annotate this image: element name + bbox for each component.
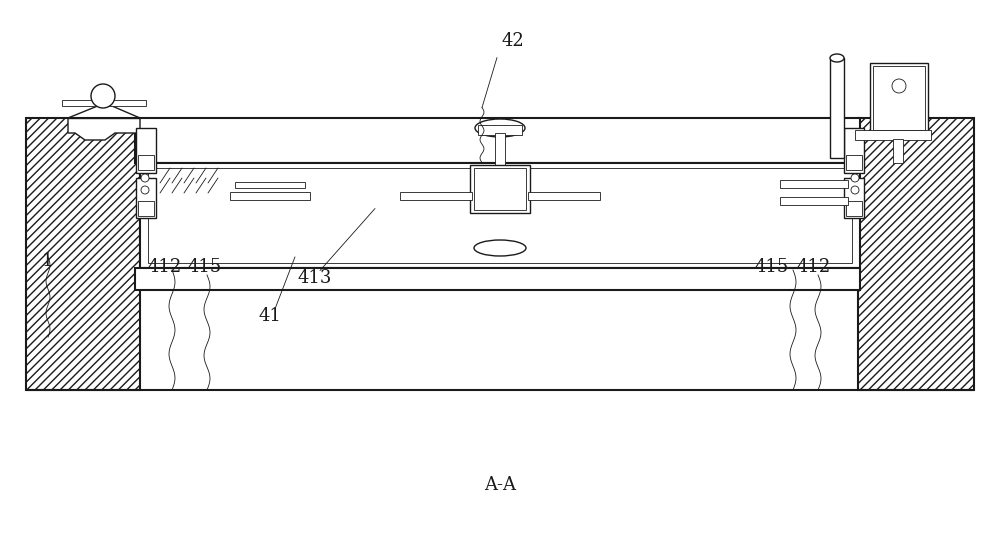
Text: 415: 415	[755, 258, 789, 276]
Bar	[478, 125, 522, 135]
Bar	[148, 168, 852, 263]
Text: 415: 415	[188, 258, 222, 276]
Bar	[528, 192, 600, 200]
Bar	[893, 139, 903, 163]
Bar	[873, 66, 925, 130]
Bar	[855, 130, 931, 140]
Bar	[495, 133, 505, 168]
Circle shape	[91, 84, 115, 108]
Bar	[846, 155, 862, 170]
Bar	[138, 155, 154, 170]
Bar	[780, 197, 848, 205]
Circle shape	[141, 186, 149, 194]
Text: 412: 412	[797, 258, 831, 276]
Circle shape	[141, 174, 149, 182]
Bar	[870, 63, 928, 133]
Ellipse shape	[830, 54, 844, 62]
Ellipse shape	[474, 240, 526, 256]
Bar	[26, 118, 140, 390]
Bar	[470, 165, 530, 213]
Bar	[844, 178, 864, 218]
Text: 1: 1	[42, 252, 54, 270]
Text: 41: 41	[259, 307, 281, 325]
Bar	[140, 163, 860, 268]
Ellipse shape	[475, 119, 525, 137]
Bar	[830, 58, 844, 158]
Circle shape	[892, 79, 906, 93]
Text: 412: 412	[148, 258, 182, 276]
Bar	[62, 100, 146, 106]
Text: 413: 413	[298, 269, 332, 287]
Polygon shape	[68, 118, 140, 140]
Circle shape	[851, 186, 859, 194]
Bar	[844, 128, 864, 173]
Bar	[235, 182, 305, 188]
Bar	[135, 268, 860, 290]
Bar	[474, 168, 526, 210]
Bar	[400, 192, 472, 200]
Text: 42: 42	[502, 32, 525, 49]
Bar	[136, 178, 156, 218]
Circle shape	[851, 174, 859, 182]
Bar	[138, 201, 154, 216]
Bar	[136, 128, 156, 173]
Bar	[846, 201, 862, 216]
Bar	[780, 180, 848, 188]
Bar	[230, 192, 310, 200]
Text: A-A: A-A	[484, 476, 516, 494]
Bar	[858, 118, 974, 390]
Bar	[135, 118, 860, 163]
